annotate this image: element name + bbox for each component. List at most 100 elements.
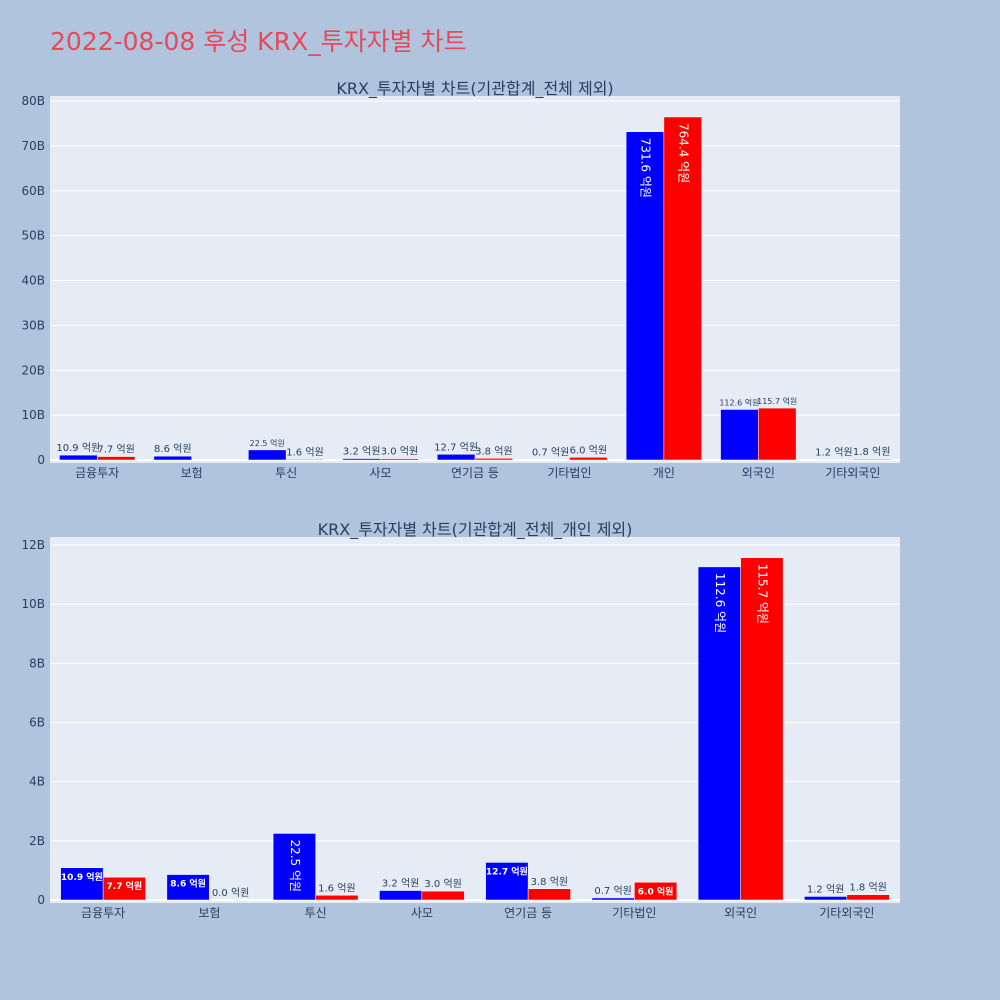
data-label: 8.6 억원	[154, 443, 191, 455]
y-tick-label: 10B	[21, 597, 45, 611]
bar	[96, 456, 136, 461]
y-tick-label: 80B	[21, 94, 45, 108]
y-tick-label: 2B	[29, 834, 45, 848]
x-tick-label: 투신	[275, 466, 297, 480]
y-tick-label: 12B	[21, 538, 45, 552]
chart-title: KRX_투자자별 차트(기관합계_전체_개인 제외)	[318, 520, 633, 540]
data-label: 12.7 억원	[486, 865, 528, 877]
x-tick-label: 개인	[653, 466, 675, 480]
x-tick-label: 사모	[370, 466, 392, 480]
x-tick-label: 보험	[181, 466, 203, 480]
bar	[852, 458, 891, 461]
bar	[166, 874, 210, 901]
data-label: 3.2 억원	[382, 878, 419, 890]
bar	[272, 833, 316, 901]
data-label: 1.8 억원	[853, 446, 890, 458]
x-tick-label: 금융투자	[81, 906, 125, 920]
data-label: 3.0 억원	[424, 878, 461, 890]
bar	[804, 896, 848, 901]
y-tick-label: 4B	[29, 775, 45, 789]
bar	[591, 897, 635, 901]
x-tick-label: 금융투자	[75, 466, 119, 480]
page-title: 2022-08-08 후성 KRX_투자자별 차트	[50, 27, 467, 56]
bar	[634, 882, 678, 901]
data-label: 22.5 억원	[288, 839, 302, 892]
x-tick-label: 연기금 등	[451, 466, 499, 480]
data-label: 764.4 억원	[676, 123, 690, 183]
data-label: 6.0 억원	[638, 885, 674, 897]
y-tick-label: 20B	[21, 363, 45, 377]
bar	[740, 557, 784, 901]
x-tick-label: 기타외국인	[825, 466, 880, 480]
data-label: 112.6 억원	[719, 397, 759, 407]
x-tick-label: 기타법인	[547, 466, 591, 480]
y-tick-label: 8B	[29, 656, 45, 670]
bar	[379, 890, 423, 901]
plot-area	[50, 96, 900, 463]
data-label: 112.6 억원	[713, 573, 727, 633]
data-label: 3.8 억원	[475, 445, 512, 457]
y-tick-label: 6B	[29, 716, 45, 730]
data-label: 22.5 억원	[250, 438, 285, 448]
data-label: 10.9 억원	[61, 871, 103, 883]
y-tick-label: 10B	[21, 408, 45, 422]
bar	[663, 116, 702, 461]
data-label: 3.2 억원	[343, 446, 380, 458]
bar	[421, 890, 465, 901]
bar	[474, 458, 514, 461]
data-label: 1.6 억원	[286, 446, 323, 458]
bar	[380, 458, 419, 461]
bar	[697, 566, 741, 901]
bar	[720, 409, 759, 461]
bar	[248, 449, 287, 461]
data-label: 0.7 억원	[532, 447, 569, 459]
data-label: 10.9 억원	[56, 442, 100, 454]
bar	[102, 876, 146, 901]
bar	[758, 407, 797, 461]
data-label: 115.7 억원	[757, 396, 797, 406]
x-tick-label: 사모	[411, 906, 433, 920]
x-tick-label: 외국인	[742, 466, 775, 480]
bar	[527, 888, 571, 901]
bar	[569, 457, 608, 461]
x-tick-label: 기타외국인	[819, 906, 874, 920]
data-label: 1.2 억원	[815, 446, 852, 458]
data-label: 0.0 억원	[212, 887, 249, 899]
data-label: 115.7 억원	[755, 564, 769, 624]
y-tick-label: 0	[37, 893, 45, 907]
bar	[60, 867, 104, 901]
data-label: 3.0 억원	[381, 446, 418, 458]
x-tick-label: 외국인	[724, 906, 757, 920]
x-tick-label: 연기금 등	[504, 906, 552, 920]
x-tick-label: 보험	[198, 906, 220, 920]
bar	[485, 862, 529, 901]
data-label: 6.0 억원	[570, 444, 607, 456]
y-tick-label: 40B	[21, 274, 45, 288]
y-tick-label: 70B	[21, 139, 45, 153]
data-label: 7.7 억원	[107, 880, 143, 892]
data-label: 8.6 억원	[170, 878, 206, 890]
data-label: 3.8 억원	[531, 876, 568, 888]
data-label: 1.2 억원	[807, 883, 844, 895]
x-tick-label: 투신	[305, 906, 327, 920]
data-label: 731.6 억원	[639, 138, 653, 198]
data-label: 1.6 억원	[318, 882, 355, 894]
data-label: 0.7 억원	[594, 885, 631, 897]
bar	[285, 459, 325, 461]
bar	[153, 455, 192, 461]
bar	[846, 894, 890, 901]
chart-title: KRX_투자자별 차트(기관합계_전체 제외)	[336, 79, 613, 99]
y-tick-label: 50B	[21, 229, 45, 243]
bar	[315, 895, 359, 901]
data-label: 1.8 억원	[849, 882, 886, 894]
bar	[436, 454, 476, 461]
x-tick-label: 기타법인	[612, 906, 656, 920]
y-tick-label: 0	[37, 453, 45, 467]
data-label: 7.7 억원	[97, 444, 134, 456]
y-tick-label: 30B	[21, 318, 45, 332]
data-label: 12.7 억원	[434, 441, 478, 453]
chart-1: 0 10B 20B 30B 40B 50B 60B 70B 80B KRX_투자자별 차트(기관합…	[21, 79, 900, 480]
y-tick-label: 60B	[21, 184, 45, 198]
bar	[625, 131, 665, 461]
